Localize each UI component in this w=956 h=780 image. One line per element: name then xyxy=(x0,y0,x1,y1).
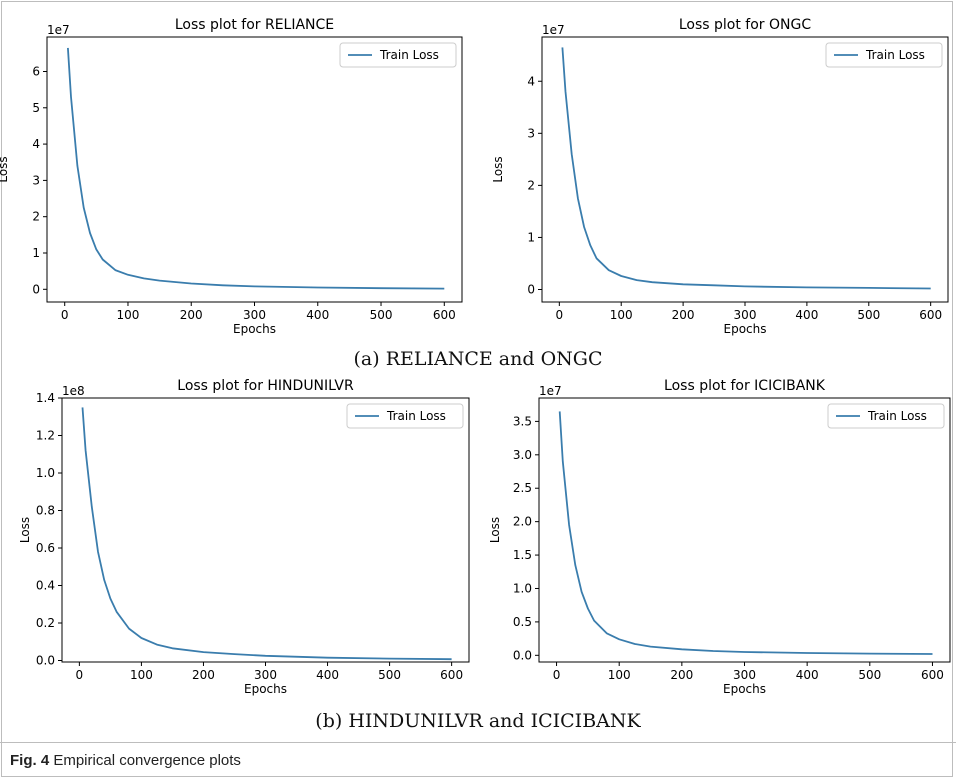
y-tick-label: 2 xyxy=(527,178,535,192)
y-tick-label: 2.5 xyxy=(513,481,532,495)
y-axis-label: Loss xyxy=(18,517,32,543)
x-tick-label: 100 xyxy=(610,308,633,322)
y-tick-label: 3.5 xyxy=(513,414,532,428)
y-tick-label: 2 xyxy=(32,210,40,224)
x-tick-label: 0 xyxy=(556,308,564,322)
y-axis-label: Loss xyxy=(488,517,502,543)
y-tick-label: 0.0 xyxy=(36,654,55,668)
subcaption-b: (b) HINDUNILVR and ICICIBANK xyxy=(315,710,641,732)
y-tick-label: 0.5 xyxy=(513,615,532,629)
x-tick-label: 100 xyxy=(608,668,631,682)
plot-area-frame xyxy=(46,36,463,303)
legend-label: Train Loss xyxy=(867,409,927,423)
scale-label: 1e7 xyxy=(542,23,565,37)
x-tick-label: 200 xyxy=(672,308,695,322)
x-tick-label: 500 xyxy=(857,308,880,322)
scale-label: 1e7 xyxy=(47,23,70,37)
x-tick-label: 600 xyxy=(919,308,942,322)
y-tick-label: 4 xyxy=(527,74,535,88)
y-tick-label: 3.0 xyxy=(513,448,532,462)
figure-caption-label: Fig. 4 xyxy=(10,752,50,769)
y-tick-label: 1.4 xyxy=(36,391,55,405)
y-tick-label: 0.0 xyxy=(513,648,532,662)
plot-area-frame xyxy=(541,36,949,303)
y-tick-label: 1 xyxy=(527,230,535,244)
y-tick-label: 0.4 xyxy=(36,579,55,593)
y-tick-label: 1.0 xyxy=(36,466,55,480)
x-tick-label: 400 xyxy=(306,308,329,322)
x-tick-label: 500 xyxy=(858,668,881,682)
series-line-train-loss xyxy=(67,47,445,290)
x-tick-label: 300 xyxy=(733,668,756,682)
y-tick-label: 4 xyxy=(32,137,40,151)
chart-title: Loss plot for RELIANCE xyxy=(175,17,334,33)
figure-caption: Fig. 4 Empirical convergence plots xyxy=(10,752,241,769)
y-tick-label: 0 xyxy=(527,283,535,297)
y-tick-label: 0.6 xyxy=(36,541,55,555)
x-tick-label: 200 xyxy=(180,308,203,322)
y-tick-label: 3 xyxy=(32,173,40,187)
x-tick-label: 500 xyxy=(370,308,393,322)
legend-box xyxy=(827,403,945,429)
chart-ongc: Loss plot for ONGC 1e7 0 100 200 300 400 500 600… xyxy=(491,17,949,336)
x-axis-label: Epochs xyxy=(724,322,767,336)
chart-title: Loss plot for ICICIBANK xyxy=(664,378,826,394)
y-tick-label: 1 xyxy=(32,246,40,260)
series-line-train-loss xyxy=(561,47,931,290)
series-line-train-loss xyxy=(558,411,933,655)
x-tick-label: 200 xyxy=(670,668,693,682)
plot-area-frame xyxy=(538,397,951,663)
x-tick-label: 600 xyxy=(440,668,463,682)
plot-area-frame xyxy=(61,397,470,663)
legend-box xyxy=(339,42,457,68)
x-tick-label: 600 xyxy=(921,668,944,682)
figure-caption-text: Empirical convergence plots xyxy=(53,752,241,769)
x-axis-label: Epochs xyxy=(233,322,276,336)
x-tick-label: 300 xyxy=(254,668,277,682)
x-tick-label: 500 xyxy=(378,668,401,682)
y-axis-label: Loss xyxy=(491,156,505,182)
y-tick-label: 1.2 xyxy=(36,429,55,443)
y-tick-label: 5 xyxy=(32,101,40,115)
legend-label: Train Loss xyxy=(386,409,446,423)
legend-label: Train Loss xyxy=(865,48,925,62)
subcaption-a: (a) RELIANCE and ONGC xyxy=(353,348,603,370)
x-tick-label: 400 xyxy=(795,308,818,322)
x-tick-label: 600 xyxy=(433,308,456,322)
y-tick-label: 3 xyxy=(527,126,535,140)
x-tick-label: 0 xyxy=(61,308,69,322)
chart-title: Loss plot for ONGC xyxy=(679,17,811,33)
y-tick-label: 2.0 xyxy=(513,515,532,529)
x-axis-label: Epochs xyxy=(244,682,287,696)
y-tick-label: 0 xyxy=(32,282,40,296)
chart-title: Loss plot for HINDUNILVR xyxy=(177,378,354,394)
x-tick-label: 0 xyxy=(553,668,561,682)
y-tick-label: 1.0 xyxy=(513,581,532,595)
series-line-train-loss xyxy=(81,407,452,661)
y-tick-label: 6 xyxy=(32,64,40,78)
x-tick-label: 100 xyxy=(130,668,153,682)
y-axis-label: Loss xyxy=(0,156,10,182)
legend-box xyxy=(825,42,943,68)
y-tick-label: 0.8 xyxy=(36,504,55,518)
x-tick-label: 300 xyxy=(734,308,757,322)
chart-icicibank: Loss plot for ICICIBANK 1e7 0 100 200 300 400 5… xyxy=(488,378,951,696)
x-tick-label: 100 xyxy=(117,308,140,322)
chart-hindunilvr: Loss plot for HINDUNILVR 1e8 0 100 200 300 400… xyxy=(18,378,470,696)
y-tick-label: 1.5 xyxy=(513,548,532,562)
scale-label: 1e7 xyxy=(539,384,562,398)
caption-divider xyxy=(0,742,956,743)
scale-label: 1e8 xyxy=(62,384,85,398)
legend-box xyxy=(346,403,464,429)
legend-label: Train Loss xyxy=(379,48,439,62)
x-tick-label: 300 xyxy=(243,308,266,322)
x-tick-label: 400 xyxy=(796,668,819,682)
x-tick-label: 200 xyxy=(192,668,215,682)
y-tick-label: 0.2 xyxy=(36,616,55,630)
x-tick-label: 0 xyxy=(76,668,84,682)
x-tick-label: 400 xyxy=(316,668,339,682)
x-axis-label: Epochs xyxy=(723,682,766,696)
